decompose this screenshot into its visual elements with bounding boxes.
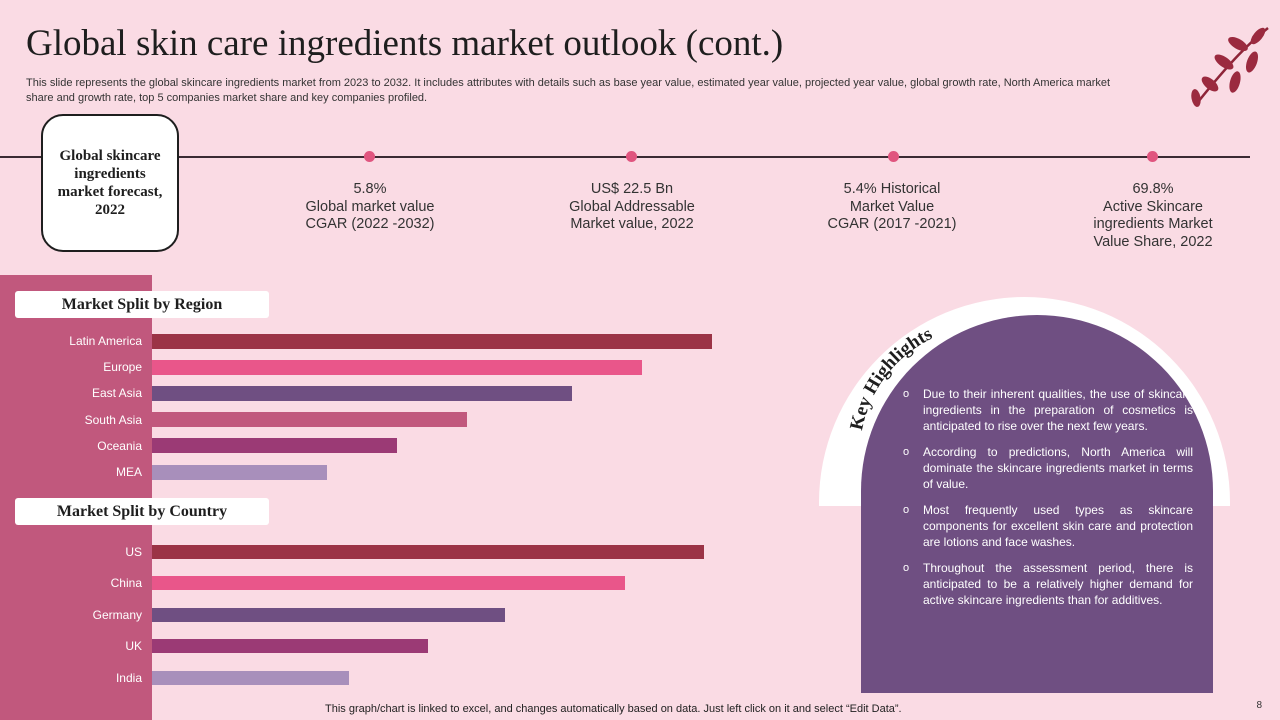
stat-line: Active Skincare xyxy=(1103,198,1203,215)
bullet-icon: o xyxy=(903,562,910,574)
stat-line: ingredients Market xyxy=(1093,216,1213,232)
highlight-text: Due to their inherent qualities, the use… xyxy=(923,387,1193,433)
bar xyxy=(152,607,506,622)
stat-cagr: 5.8% Global market value CGAR (2022 -203… xyxy=(275,181,465,234)
region-chart-title-text: Market Split by Region xyxy=(61,295,223,313)
bar xyxy=(152,670,349,685)
highlight-item: o Throughout the assessment period, there… xyxy=(903,560,1193,608)
footnote: This graph/chart is linked to excel, and… xyxy=(325,703,902,715)
bar xyxy=(152,359,642,375)
bar-label: Germany xyxy=(92,607,142,622)
stat-market-value: US$ 22.5 Bn Global Addressable Market va… xyxy=(537,181,727,234)
bar xyxy=(152,544,705,559)
timeline-dot xyxy=(1147,151,1158,162)
bar-label: China xyxy=(110,576,142,591)
highlights-panel xyxy=(861,315,1213,693)
bar xyxy=(152,639,429,654)
bullet-icon: o xyxy=(903,388,910,400)
bar-label: US xyxy=(125,544,142,559)
bar-label: East Asia xyxy=(91,386,142,401)
stat-line: CGAR (2022 -2032) xyxy=(305,216,435,232)
stat-historical-cagr: 5.4% Historical Market Value CGAR (2017 … xyxy=(797,181,987,234)
stat-line: Global market value xyxy=(305,198,435,215)
stat-line: CGAR (2017 -2021) xyxy=(827,216,957,232)
stat-line: Global Addressable xyxy=(569,198,695,215)
highlights-list: o Due to their inherent qualities, the us… xyxy=(903,386,1193,618)
country-chart-title-text: Market Split by Country xyxy=(56,502,228,520)
stat-line: US$ 22.5 Bn xyxy=(590,181,674,197)
bar-label: Europe xyxy=(103,360,142,375)
bar-label: Oceania xyxy=(97,438,142,453)
timeline-dot xyxy=(626,151,637,162)
stat-line: 69.8% xyxy=(1132,181,1174,197)
stat-line: Market Value xyxy=(849,198,935,215)
bar xyxy=(152,412,468,428)
bar-label: South Asia xyxy=(84,412,142,427)
stat-market-share: 69.8% Active Skincare ingredients Market… xyxy=(1058,181,1248,251)
chart-side-panel xyxy=(0,275,152,720)
highlight-item: o According to predictions, North America… xyxy=(903,444,1193,492)
stat-line: 5.8% xyxy=(353,181,387,197)
country-chart-title: Market Split by Country xyxy=(15,498,269,525)
leaf-branch-icon xyxy=(1191,27,1269,107)
stat-line: Market value, 2022 xyxy=(570,216,694,232)
forecast-box: Global skincare ingredients market forec… xyxy=(41,114,179,252)
key-highlights-title: Key Highlights xyxy=(846,323,935,432)
bar-label: India xyxy=(115,670,142,685)
bar xyxy=(152,576,625,591)
timeline-dot xyxy=(364,151,375,162)
highlight-item: o Due to their inherent qualities, the us… xyxy=(903,386,1193,434)
bar xyxy=(152,464,328,480)
timeline-dot xyxy=(888,151,899,162)
bullet-icon: o xyxy=(903,504,910,516)
page-subtitle: This slide represents the global skincar… xyxy=(26,77,1111,104)
bullet-icon: o xyxy=(903,446,910,458)
bar xyxy=(152,333,712,349)
forecast-label: Global skincare ingredients market forec… xyxy=(57,148,163,218)
page-title: Global skin care ingredients market outl… xyxy=(26,23,784,64)
highlight-text: According to predictions, North America … xyxy=(923,445,1193,491)
highlight-item: o Most frequently used types as skincare … xyxy=(903,502,1193,550)
bar-label: UK xyxy=(125,639,142,654)
region-chart-title: Market Split by Region xyxy=(15,291,269,318)
bar-label: MEA xyxy=(115,465,142,479)
stat-line: Value Share, 2022 xyxy=(1093,233,1213,250)
stat-line: 5.4% Historical xyxy=(843,181,941,197)
highlight-text: Throughout the assessment period, there … xyxy=(923,561,1193,607)
bar-label: Latin America xyxy=(69,334,142,348)
bar xyxy=(152,385,572,401)
timeline-line xyxy=(0,156,1250,158)
highlight-text: Most frequently used types as skincare c… xyxy=(923,503,1193,549)
bar xyxy=(152,438,398,454)
page-number: 8 xyxy=(1256,700,1262,711)
